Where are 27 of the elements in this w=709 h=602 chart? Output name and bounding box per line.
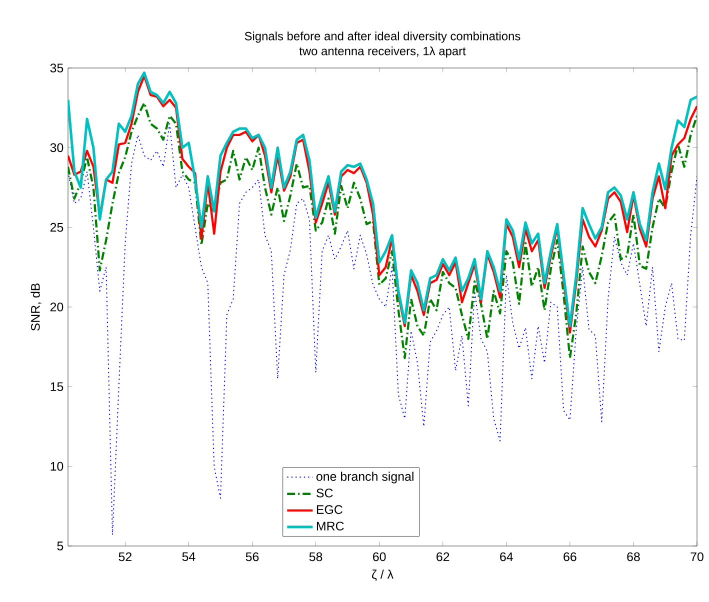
x-axis-title: ζ / λ (372, 570, 394, 581)
y-tick-label: 10 (50, 462, 64, 471)
x-tick-label: 56 (246, 552, 259, 562)
y-tick-label: 20 (50, 302, 64, 312)
chart-title: Signals before and after ideal diversity combinations (244, 32, 520, 43)
x-tick-label: 52 (118, 552, 132, 562)
x-tick-label: 62 (436, 552, 450, 562)
x-tick-label: 68 (627, 552, 640, 562)
x-tick-label: 60 (373, 552, 386, 562)
x-tick-label: 64 (500, 552, 513, 562)
y-axis-title: SNR, dB (30, 283, 42, 331)
y-tick-label: 25 (50, 222, 64, 232)
legend-label: MRC (316, 522, 344, 531)
legend-label: one branch signal (316, 472, 414, 484)
x-tick-label: 58 (309, 552, 322, 562)
y-tick-label: 35 (50, 64, 64, 72)
legend-label: SC (316, 488, 333, 498)
x-tick-label: 66 (564, 552, 576, 562)
x-tick-label: 54 (182, 552, 196, 562)
x-tick-label: 70 (690, 552, 704, 562)
y-tick-label: 5 (57, 542, 64, 550)
y-tick-label: 15 (50, 382, 64, 392)
line-series (68, 123, 698, 536)
chart-subtitle: two antenna receivers, 1λ apart (299, 46, 466, 58)
legend-label: EGC (316, 505, 342, 514)
y-tick-label: 30 (50, 143, 64, 152)
line-series (68, 102, 698, 360)
